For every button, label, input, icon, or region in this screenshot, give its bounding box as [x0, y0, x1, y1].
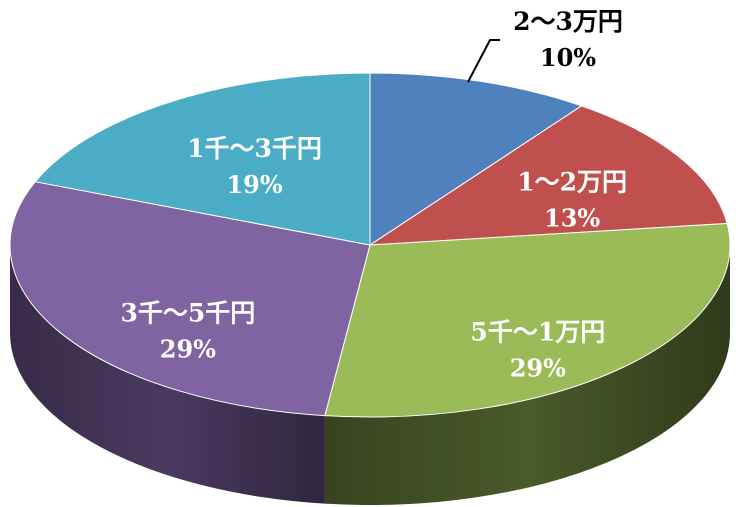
pie-slice-2 [324, 222, 731, 418]
slice-label-2: 5千～1万円 [470, 317, 605, 346]
pie-side-shade-3 [10, 245, 325, 504]
pie-tops [9, 72, 731, 418]
pie-slice-3 [9, 181, 371, 417]
pie-sides [10, 245, 730, 506]
slice-percent-0: 10% [540, 43, 596, 72]
pie-side-shade-2 [324, 245, 730, 506]
pie-labels: 2～3万円 10% 1～2万円 13% 5千～1万円 29% 3千～5千円 29% 1千～3千円… [120, 7, 627, 382]
leader-line-0 [467, 39, 500, 83]
slice-percent-3: 29% [160, 334, 216, 363]
slice-percent-4: 19% [226, 170, 282, 199]
pie-slice-4 [34, 72, 371, 246]
slice-label-4: 1千～3千円 [187, 134, 322, 163]
pie-slice-1 [368, 105, 728, 246]
slice-percent-2: 29% [510, 353, 566, 382]
pie-slice-0 [369, 72, 583, 246]
slice-percent-1: 13% [544, 204, 600, 233]
slice-label-1: 1～2万円 [517, 168, 627, 197]
slice-label-3: 3千～5千円 [120, 298, 255, 327]
slice-label-0: 2～3万円 [513, 7, 623, 36]
